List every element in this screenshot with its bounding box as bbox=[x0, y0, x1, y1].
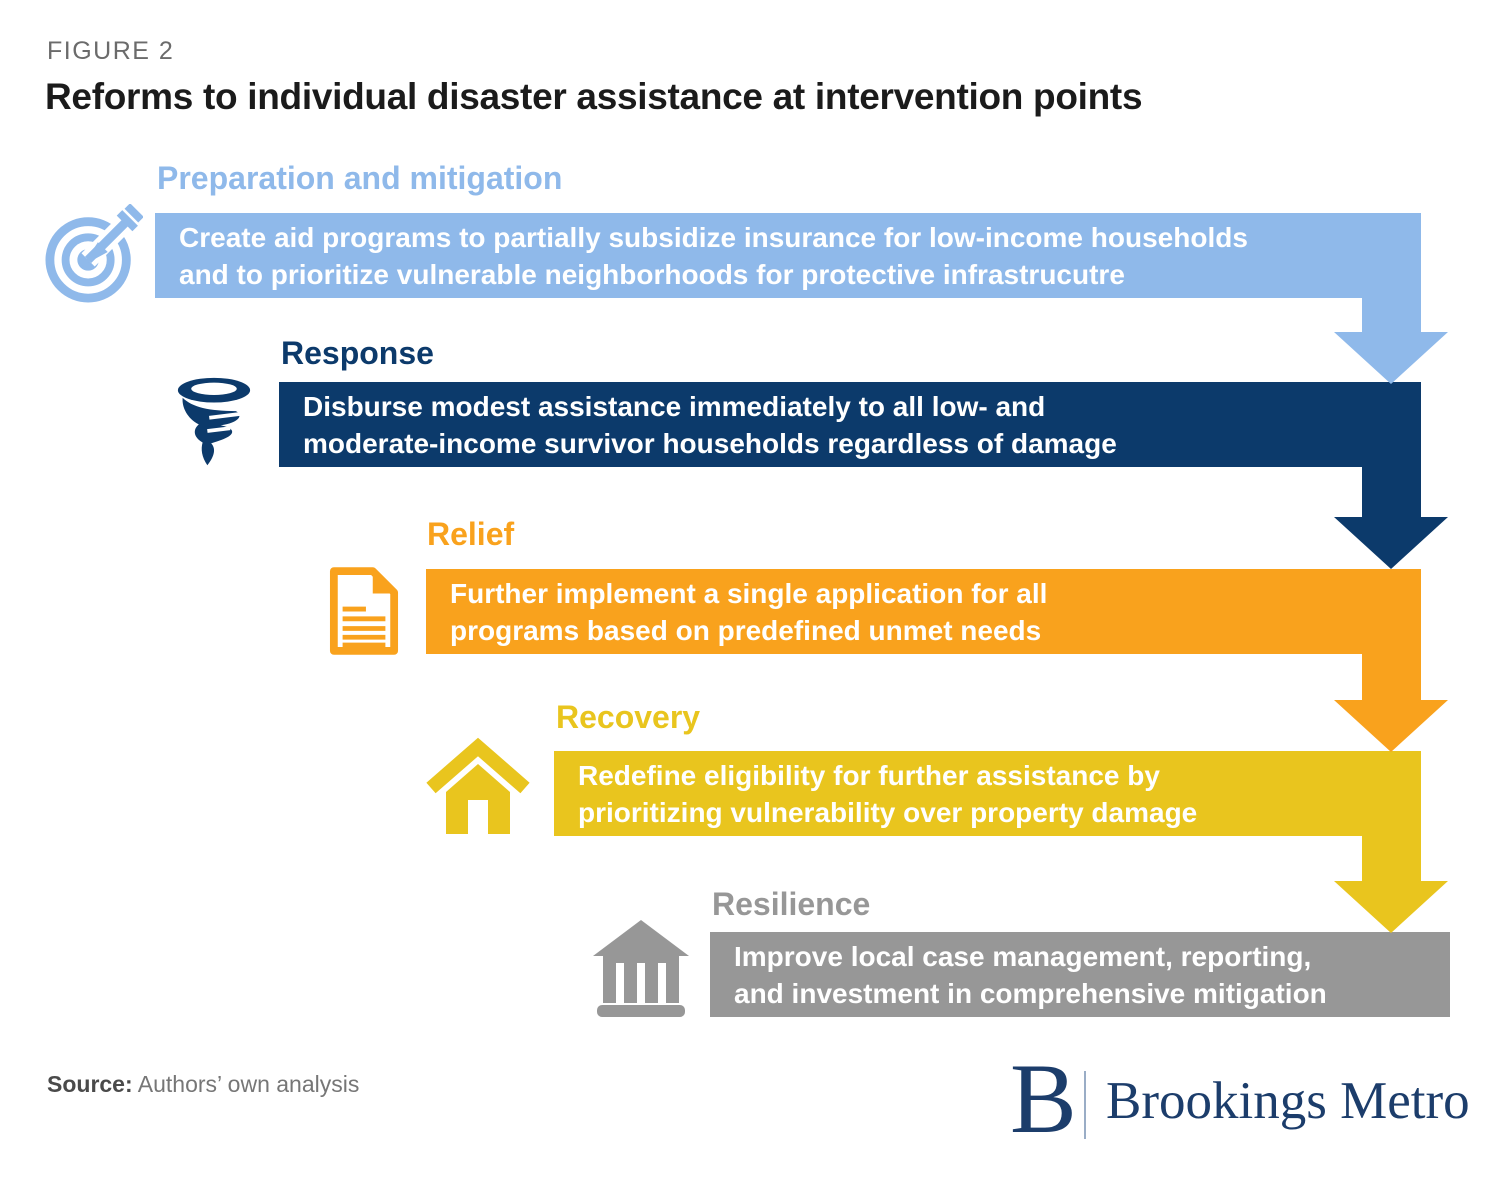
source-text: Authors’ own analysis bbox=[137, 1071, 360, 1097]
bar-text: and investment in comprehensive mitigati… bbox=[734, 977, 1327, 1009]
bar-text: moderate-income survivor households rega… bbox=[303, 427, 1117, 459]
section-heading: Resilience bbox=[712, 886, 871, 922]
flow-arrow-down-icon bbox=[1334, 653, 1448, 752]
bar-text: Create aid programs to partially subsidi… bbox=[179, 221, 1248, 253]
section-bar: Create aid programs to partially subsidi… bbox=[155, 213, 1421, 298]
logo-divider bbox=[1084, 1071, 1086, 1139]
section-heading: Preparation and mitigation bbox=[157, 160, 563, 196]
source-label: Source: bbox=[47, 1071, 133, 1097]
section-bar: Disburse modest assistance immediately t… bbox=[279, 382, 1421, 467]
bar-text: Disburse modest assistance immediately t… bbox=[303, 390, 1046, 422]
bar-text: Redefine eligibility for further assista… bbox=[578, 759, 1160, 791]
figure-title: Reforms to individual disaster assistanc… bbox=[45, 76, 1143, 117]
house-icon bbox=[426, 733, 530, 835]
source-note: Source: Authors’ own analysis bbox=[47, 1071, 359, 1099]
document-icon bbox=[329, 566, 399, 656]
bar-text: Improve local case management, reporting… bbox=[734, 940, 1312, 972]
bar-text: prioritizing vulnerability over property… bbox=[578, 796, 1198, 828]
section-bar: Redefine eligibility for further assista… bbox=[554, 751, 1421, 836]
brookings-monogram: B bbox=[1010, 1043, 1077, 1154]
tornado-icon bbox=[170, 375, 258, 470]
flow-arrow-down-icon bbox=[1334, 298, 1448, 384]
target-icon bbox=[45, 204, 143, 304]
brookings-wordmark: Brookings Metro bbox=[1106, 1072, 1470, 1130]
figure-label: FIGURE 2 bbox=[47, 37, 175, 65]
bank-icon bbox=[591, 915, 691, 1017]
bar-text: programs based on predefined unmet needs bbox=[450, 614, 1042, 646]
section-bar: Improve local case management, reporting… bbox=[710, 932, 1450, 1017]
section-heading: Recovery bbox=[556, 699, 701, 735]
bar-text: and to prioritize vulnerable neighborhoo… bbox=[179, 258, 1125, 290]
section-heading: Response bbox=[281, 335, 434, 371]
flow-arrow-down-icon bbox=[1334, 466, 1448, 569]
flow-arrow-down-icon bbox=[1334, 835, 1448, 933]
section-heading: Relief bbox=[427, 516, 515, 552]
bar-text: Further implement a single application f… bbox=[450, 577, 1048, 609]
section-bar: Further implement a single application f… bbox=[426, 569, 1421, 654]
